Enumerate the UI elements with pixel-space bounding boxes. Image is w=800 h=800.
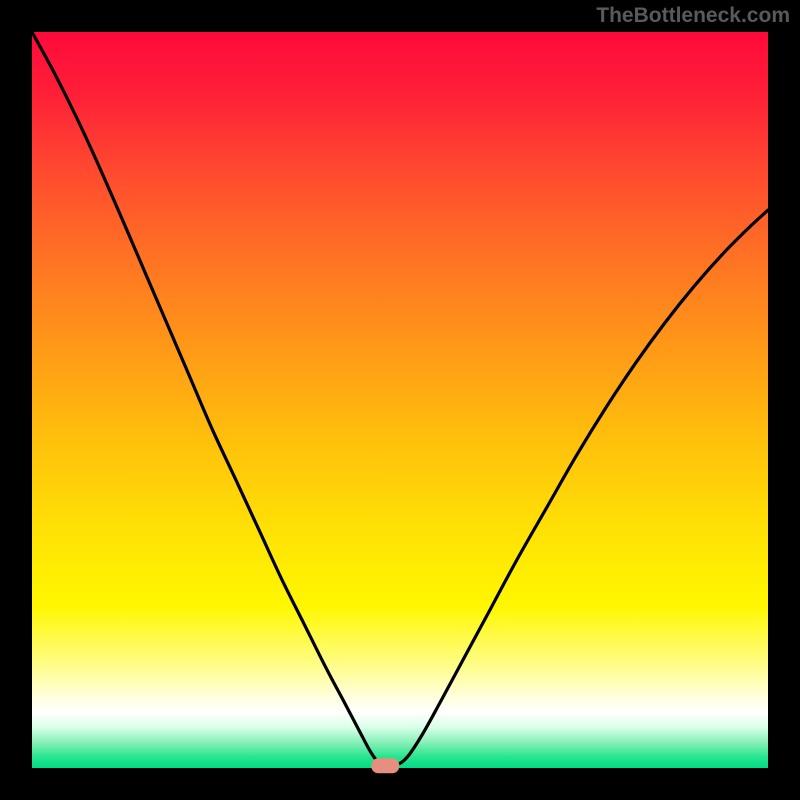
- gradient-background: [32, 32, 768, 768]
- optimum-marker: [371, 758, 399, 773]
- bottleneck-chart: [0, 0, 800, 800]
- watermark-text: TheBottleneck.com: [596, 4, 790, 28]
